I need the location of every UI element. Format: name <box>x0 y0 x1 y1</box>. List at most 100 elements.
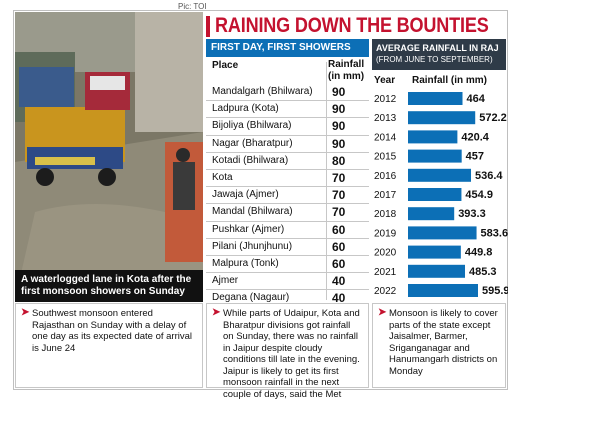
year-tick-label: 2015 <box>374 152 397 163</box>
table-row: Bijoliya (Bhilwara) 90 <box>206 118 369 136</box>
rainfall-value-label: 572.2 <box>479 112 507 124</box>
table-row: Mandal (Bhilwara) 70 <box>206 204 369 222</box>
year-tick-label: 2016 <box>374 171 397 182</box>
rainfall-bar <box>408 168 472 182</box>
place-cell: Jawaja (Ajmer) <box>212 189 279 201</box>
table-row: Kotadi (Bhilwara) 80 <box>206 153 369 170</box>
col-place-header: Place <box>212 60 239 71</box>
graphic-frame <box>13 10 508 390</box>
note-box-1: ➤ Southwest monsoon entered Rajasthan on… <box>15 303 203 388</box>
table-title: FIRST DAY, FIRST SHOWERS <box>206 39 369 57</box>
note-text: Monsoon is likely to cover parts of the … <box>389 308 498 377</box>
table-row: Kota 70 <box>206 170 369 188</box>
rainfall-bar-chart: Year Rainfall (in mm) 2012 464 2013 572.2 2014… <box>374 75 508 297</box>
year-tick-label: 2013 <box>374 113 397 124</box>
rain-cell: 70 <box>332 188 346 203</box>
place-cell: Ladpura (Kota) <box>212 103 279 115</box>
rain-cell: 60 <box>332 256 346 271</box>
rain-cell: 40 <box>332 274 346 289</box>
place-cell: Mandalgarh (Bhilwara) <box>212 86 313 97</box>
place-cell: Ajmer <box>212 275 239 287</box>
rainfall-value-label: 464 <box>467 93 486 105</box>
rainfall-axis-label: Rainfall (in mm) <box>412 75 487 86</box>
headline: RAINING DOWN THE BOUNTIES <box>206 12 506 40</box>
rainfall-value-label: 583.6 <box>481 227 508 239</box>
rainfall-bar <box>408 111 476 125</box>
rainfall-bar <box>408 284 478 297</box>
rainfall-bar <box>408 207 455 221</box>
rainfall-bar <box>408 92 463 105</box>
year-tick-label: 2012 <box>374 94 397 105</box>
rain-cell: 90 <box>332 102 346 117</box>
place-cell: Nagar (Bharatpur) <box>212 137 293 149</box>
table-row: Pushkar (Ajmer) 60 <box>206 222 369 239</box>
rain-cell: 90 <box>332 119 346 134</box>
place-cell: Malpura (Tonk) <box>212 257 279 269</box>
rainfall-value-label: 595.9 <box>482 285 508 297</box>
note-text: Southwest monsoon entered Rajasthan on S… <box>32 308 193 354</box>
photo-caption: A waterlogged lane in Kota after the fir… <box>15 270 203 302</box>
waterlogged-lane-photo <box>15 12 203 300</box>
chart-title: AVERAGE RAINFALL IN RAJ (FROM JUNE TO SE… <box>372 39 506 70</box>
rain-cell: 90 <box>332 136 346 151</box>
rainfall-bar <box>408 264 466 278</box>
rainfall-value-label: 454.9 <box>465 189 493 201</box>
table-row: Pilani (Jhunjhunu) 60 <box>206 239 369 256</box>
rainfall-bar <box>408 245 461 259</box>
rainfall-bar <box>408 226 477 240</box>
col-rainfall-header: Rainfall <box>328 59 365 70</box>
rainfall-table: Mandalgarh (Bhilwara) 90 Ladpura (Kota) 90… <box>206 84 369 307</box>
year-tick-label: 2017 <box>374 190 397 201</box>
year-tick-label: 2020 <box>374 248 397 259</box>
chart-title-sub: (FROM JUNE TO SEPTEMBER) <box>376 55 493 64</box>
note-text: While parts of Udaipur, Kota and Bharatp… <box>223 308 360 400</box>
table-row: Degana (Nagaur) 40 <box>206 290 369 307</box>
rain-cell: 60 <box>332 222 346 237</box>
rainfall-value-label: 536.4 <box>475 170 503 182</box>
note-box-3: ➤ Monsoon is likely to cover parts of th… <box>372 303 506 388</box>
year-axis-label: Year <box>374 75 395 86</box>
photo-credit: Pic: TOI <box>178 2 207 11</box>
table-row: Mandalgarh (Bhilwara) 90 <box>206 84 369 102</box>
headline-accent-bar <box>206 16 210 37</box>
place-cell: Kota <box>212 171 233 183</box>
chart-title-main: AVERAGE RAINFALL IN RAJ <box>376 43 499 53</box>
rainfall-value-label: 393.3 <box>458 208 486 220</box>
rainfall-value-label: 485.3 <box>469 266 497 278</box>
year-tick-label: 2018 <box>374 209 397 220</box>
place-cell: Kotadi (Bhilwara) <box>212 154 289 166</box>
rainfall-bar <box>408 149 462 163</box>
rainfall-value-label: 449.8 <box>465 247 493 259</box>
arrow-icon: ➤ <box>212 307 221 318</box>
rainfall-value-label: 420.4 <box>461 131 489 143</box>
arrow-icon: ➤ <box>378 307 387 318</box>
place-cell: Pilani (Jhunjhunu) <box>212 240 293 252</box>
place-cell: Bijoliya (Bhilwara) <box>212 120 292 132</box>
rain-cell: 70 <box>332 205 346 220</box>
place-cell: Mandal (Bhilwara) <box>212 206 293 218</box>
rain-cell: 60 <box>332 239 346 254</box>
year-tick-label: 2022 <box>374 286 397 297</box>
table-row: Ajmer 40 <box>206 273 369 291</box>
place-cell: Degana (Nagaur) <box>212 292 290 304</box>
table-row: Jawaja (Ajmer) 70 <box>206 187 369 205</box>
rainfall-bar <box>408 130 458 144</box>
year-tick-label: 2014 <box>374 132 397 143</box>
rainfall-bar <box>408 188 462 201</box>
rain-cell: 80 <box>332 153 346 168</box>
arrow-icon: ➤ <box>21 307 30 318</box>
rain-cell: 70 <box>332 170 346 185</box>
year-tick-label: 2019 <box>374 228 397 239</box>
note-box-2: ➤ While parts of Udaipur, Kota and Bhara… <box>206 303 369 400</box>
rain-cell: 40 <box>332 291 346 306</box>
rain-cell: 90 <box>332 85 346 99</box>
table-row: Malpura (Tonk) 60 <box>206 256 369 274</box>
table-row: Nagar (Bharatpur) 90 <box>206 136 369 153</box>
place-cell: Pushkar (Ajmer) <box>212 223 285 235</box>
table-row: Ladpura (Kota) 90 <box>206 101 369 119</box>
year-tick-label: 2021 <box>374 267 397 278</box>
table-column-divider <box>326 62 327 300</box>
headline-text: RAINING DOWN THE BOUNTIES <box>215 14 489 37</box>
rainfall-value-label: 457 <box>466 151 484 163</box>
col-rainfall-unit: (in mm) <box>328 71 365 82</box>
